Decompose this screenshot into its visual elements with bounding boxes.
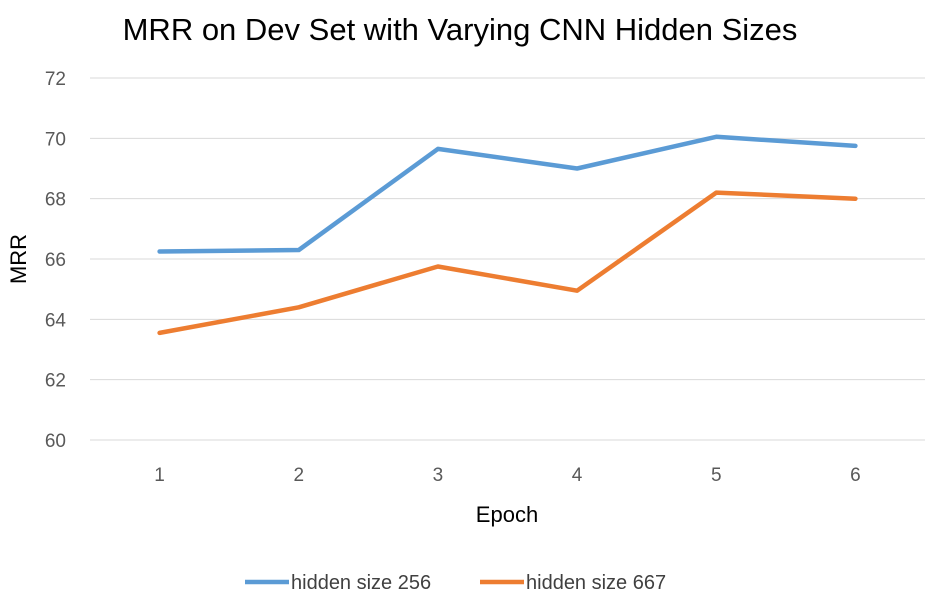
- x-tick-label: 5: [711, 465, 722, 486]
- y-tick-label: 62: [45, 371, 66, 392]
- y-axis-title: MRR: [6, 234, 31, 284]
- y-tick-label: 64: [45, 310, 67, 331]
- y-axis-ticks: 60 62 64 66 68 70 72: [45, 69, 67, 452]
- x-tick-label: 2: [293, 465, 304, 486]
- series-line-2: [157, 190, 858, 336]
- x-axis-ticks: 1 2 3 4 5 6: [154, 465, 860, 486]
- chart-title: MRR on Dev Set with Varying CNN Hidden S…: [122, 12, 798, 47]
- y-tick-label: 68: [45, 190, 66, 211]
- x-axis-title: Epoch: [476, 502, 538, 527]
- series-line-1: [157, 134, 858, 254]
- legend: hidden size 256 hidden size 667: [245, 572, 666, 594]
- y-tick-label: 66: [45, 250, 66, 271]
- x-tick-label: 1: [154, 465, 165, 486]
- y-tick-label: 72: [45, 69, 66, 90]
- gridlines: [90, 77, 925, 441]
- x-tick-label: 6: [850, 465, 861, 486]
- y-tick-label: 60: [45, 431, 66, 452]
- x-tick-label: 4: [572, 465, 583, 486]
- legend-label: hidden size 667: [526, 572, 666, 594]
- y-tick-label: 70: [45, 129, 66, 150]
- legend-label: hidden size 256: [291, 572, 431, 594]
- series-lines: [157, 134, 858, 336]
- x-tick-label: 3: [433, 465, 444, 486]
